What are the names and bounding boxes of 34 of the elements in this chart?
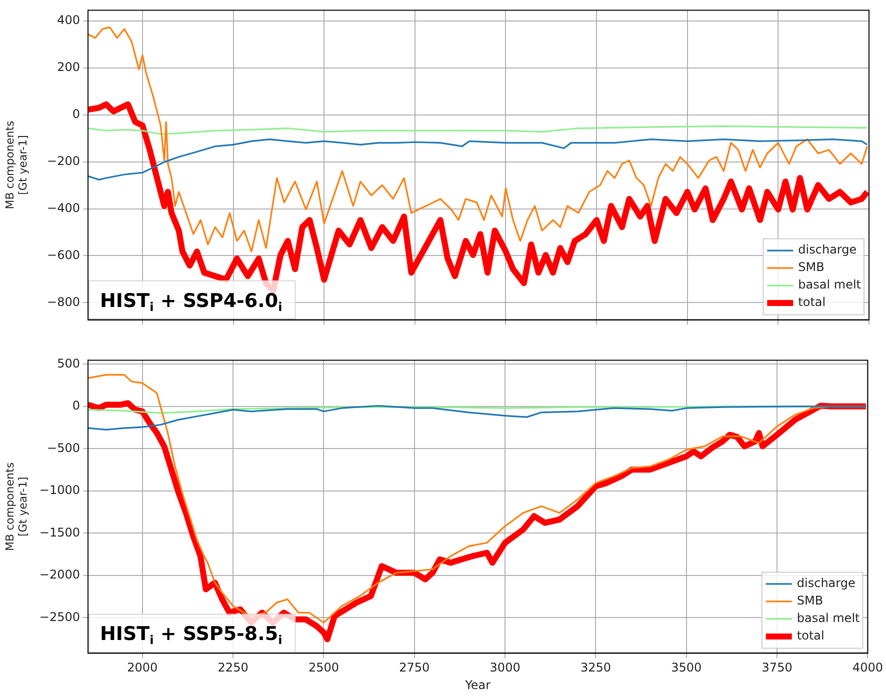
y-tick-label: 400: [57, 13, 80, 28]
y-tick-label: 0: [72, 398, 80, 413]
y-tick-label: −2000: [39, 568, 80, 582]
y-tick-label: −800: [47, 294, 80, 309]
y-tick-label: −400: [47, 200, 80, 215]
x-tick-label: 2750: [399, 660, 430, 675]
x-tick-label: 4000: [852, 660, 884, 675]
y-tick-label: 0: [72, 107, 80, 122]
y-tick-label: 500: [57, 356, 80, 370]
y-tick-label: −600: [47, 248, 80, 262]
x-tick-label: 2250: [218, 660, 248, 675]
x-tick-label: 2000: [127, 660, 158, 675]
legend-label: SMB: [796, 594, 824, 608]
legend-label: discharge: [798, 242, 857, 257]
legend-label: basal melt: [798, 278, 862, 292]
x-axis-title: Year: [464, 678, 491, 692]
legend-label: SMB: [798, 260, 824, 274]
x-tick-label: 3000: [490, 660, 520, 675]
y-tick-label: −200: [47, 154, 80, 168]
legend-label: discharge: [796, 576, 856, 590]
x-tick-label: 2500: [308, 660, 340, 675]
x-tick-label: 3500: [671, 660, 702, 675]
x-tick-label: 3250: [580, 660, 612, 675]
y-tick-label: −2500: [39, 610, 80, 624]
y-tick-label: −1000: [39, 483, 80, 498]
y-tick-label: 200: [57, 60, 80, 74]
y-axis-title: MB components [Gt year-1]: [3, 120, 30, 210]
legend-label: total: [798, 295, 826, 310]
y-tick-label: −1500: [39, 525, 80, 540]
y-tick-label: −500: [47, 440, 80, 455]
x-tick-label: 3750: [762, 660, 792, 675]
legend-label: basal melt: [796, 611, 860, 626]
legend-label: total: [796, 628, 824, 643]
y-axis-title: MB components [Gt year-1]: [3, 462, 30, 551]
